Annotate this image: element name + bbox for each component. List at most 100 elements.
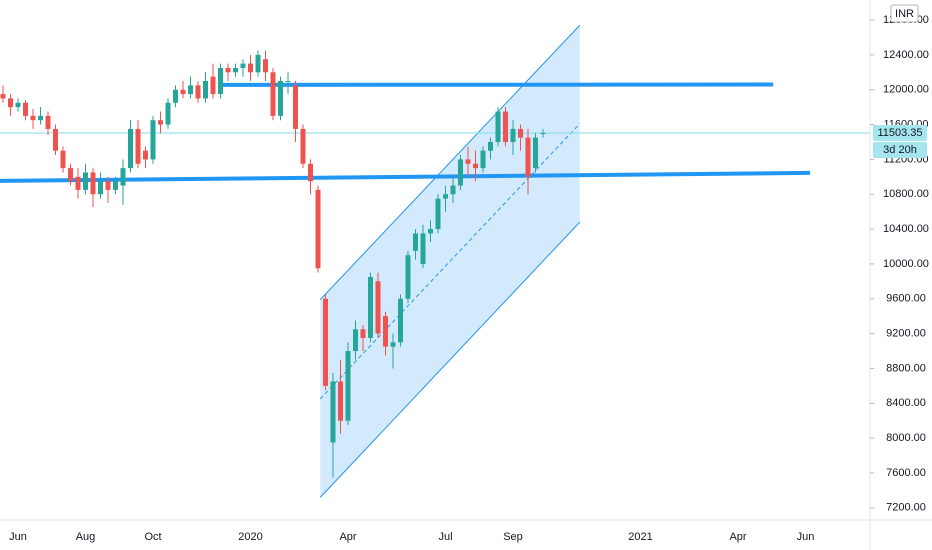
candle-body [128, 128, 133, 169]
candle-body [368, 276, 373, 338]
candle-body [45, 115, 51, 129]
candle-body [443, 194, 448, 199]
candle-body [533, 137, 538, 169]
candle-body [353, 329, 358, 352]
candle-body [300, 128, 306, 164]
y-tick-label: 8800.00 [886, 362, 926, 374]
x-tick-label: Apr [729, 531, 746, 543]
y-tick-label: 9200.00 [886, 328, 926, 340]
candle-body [255, 54, 261, 73]
x-tick-label: Jul [438, 531, 452, 543]
candle-body [330, 381, 336, 443]
candle-body [60, 150, 66, 169]
y-tick-label: 8000.00 [886, 432, 926, 444]
candle-body [38, 115, 43, 121]
candle-body [218, 67, 223, 95]
candle-body [113, 181, 118, 190]
y-tick-label: 8400.00 [886, 397, 926, 409]
candle-body [450, 185, 456, 195]
candle-body [540, 132, 546, 134]
y-tick-label: 12400.00 [883, 49, 929, 61]
candle-body [158, 120, 163, 125]
candle-body [210, 76, 216, 95]
candle-body [233, 67, 238, 73]
candle-body [525, 137, 531, 177]
candle-body [150, 120, 156, 160]
candle-body [435, 198, 441, 230]
y-tick-label: 10000.00 [883, 258, 929, 270]
currency-box [890, 4, 919, 23]
x-tick-label: Apr [339, 531, 356, 543]
candle-body [53, 128, 58, 151]
x-tick-label: Sep [503, 531, 523, 543]
candle-body [473, 163, 478, 169]
y-tick-label: 10800.00 [883, 188, 929, 200]
candle-body [510, 128, 516, 142]
candle-body [278, 81, 283, 116]
y-tick-label: 9600.00 [886, 293, 926, 305]
x-tick-label: Jun [9, 531, 27, 543]
x-tick-label: Oct [144, 531, 161, 543]
candle-body [270, 72, 276, 116]
candle-body [195, 85, 201, 99]
candle-body [15, 102, 21, 108]
candle-body [293, 85, 298, 129]
candle-body [0, 94, 6, 99]
candle-body [30, 115, 36, 121]
candle-body [143, 150, 148, 160]
candle-body [383, 316, 388, 347]
candle-body [488, 141, 493, 151]
channel-lower [319, 221, 581, 498]
countdown-box [873, 141, 927, 158]
currency-label: INR [895, 8, 914, 20]
y-tick-label: 10400.00 [883, 223, 929, 235]
candle-body [173, 89, 178, 103]
y-tick-label: 7600.00 [886, 467, 926, 479]
candle-body [480, 150, 486, 169]
candle-body [98, 181, 103, 195]
candle-body [225, 67, 231, 73]
plot-area [0, 24, 870, 498]
countdown-label: 3d 20h [883, 144, 917, 156]
candle-body [240, 63, 246, 68]
candle-body [503, 111, 508, 142]
candle-body [23, 102, 28, 116]
y-tick-label: 7200.00 [886, 502, 926, 514]
axes: 7200.00 7600.00 8000.00 8400.00 8800.00 9200.… [9, 4, 929, 543]
candle-body [315, 189, 321, 269]
candle-body [308, 163, 313, 182]
channel-middle [319, 123, 581, 400]
x-tick-label: 2020 [238, 531, 262, 543]
channel-upper [319, 24, 581, 300]
candle-body [345, 351, 351, 421]
candle-body [375, 281, 381, 334]
candle-body [323, 298, 328, 386]
candle-body [285, 81, 291, 83]
candle-body [8, 98, 13, 108]
candle-body [338, 381, 343, 421]
candle-body [360, 329, 366, 338]
candle-body [90, 172, 96, 195]
candle-body [120, 168, 126, 186]
candle-body [420, 233, 426, 264]
candle-body [390, 342, 396, 347]
candle-body [405, 255, 411, 299]
candle-body [165, 102, 171, 125]
candle-body [203, 81, 208, 99]
trend-line [0, 170, 811, 183]
candle-body [398, 298, 403, 343]
y-tick-label: 12000.00 [883, 84, 929, 96]
candle-body [428, 229, 433, 234]
candle-body [75, 176, 81, 190]
candle-body [68, 168, 73, 182]
candle-body [105, 181, 111, 190]
x-tick-label: Aug [76, 531, 96, 543]
candle-body [458, 159, 463, 186]
candle-body [180, 89, 186, 95]
x-tick-label: 2021 [628, 531, 652, 543]
candle-body [495, 111, 501, 142]
candle-body [188, 85, 193, 95]
